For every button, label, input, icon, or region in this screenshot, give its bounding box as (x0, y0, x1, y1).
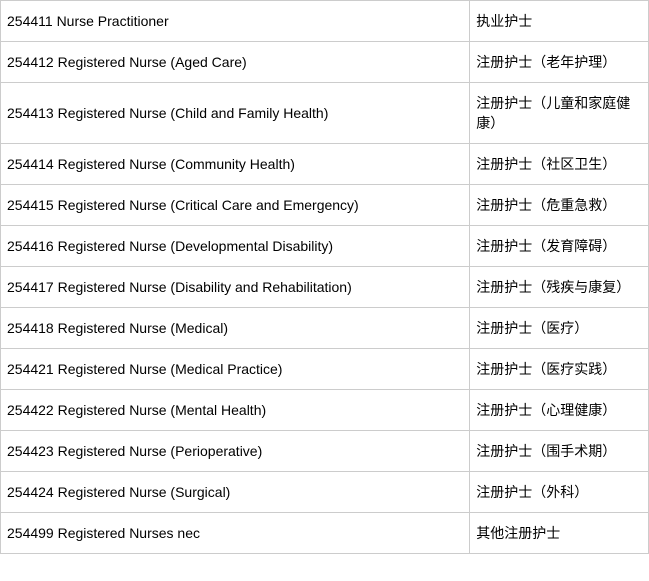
table-row: 254416 Registered Nurse (Developmental D… (1, 226, 649, 267)
occupation-chinese: 注册护士（医疗实践） (470, 349, 649, 390)
occupation-chinese: 注册护士（外科） (470, 472, 649, 513)
occupation-english: 254415 Registered Nurse (Critical Care a… (1, 185, 470, 226)
table-row: 254418 Registered Nurse (Medical)注册护士（医疗… (1, 308, 649, 349)
occupation-english: 254416 Registered Nurse (Developmental D… (1, 226, 470, 267)
occupation-english: 254413 Registered Nurse (Child and Famil… (1, 83, 470, 144)
occupation-chinese: 注册护士（围手术期） (470, 431, 649, 472)
occupation-english: 254417 Registered Nurse (Disability and … (1, 267, 470, 308)
table-row: 254417 Registered Nurse (Disability and … (1, 267, 649, 308)
occupation-table: 254411 Nurse Practitioner执业护士254412 Regi… (0, 0, 649, 554)
occupation-english: 254412 Registered Nurse (Aged Care) (1, 42, 470, 83)
occupation-chinese: 其他注册护士 (470, 513, 649, 554)
table-row: 254423 Registered Nurse (Perioperative)注… (1, 431, 649, 472)
occupation-english: 254418 Registered Nurse (Medical) (1, 308, 470, 349)
occupation-chinese: 执业护士 (470, 1, 649, 42)
occupation-chinese: 注册护士（老年护理） (470, 42, 649, 83)
occupation-chinese: 注册护士（危重急救） (470, 185, 649, 226)
occupation-english: 254424 Registered Nurse (Surgical) (1, 472, 470, 513)
occupation-english: 254414 Registered Nurse (Community Healt… (1, 144, 470, 185)
table-row: 254413 Registered Nurse (Child and Famil… (1, 83, 649, 144)
table-row: 254415 Registered Nurse (Critical Care a… (1, 185, 649, 226)
table-row: 254424 Registered Nurse (Surgical)注册护士（外… (1, 472, 649, 513)
table-row: 254421 Registered Nurse (Medical Practic… (1, 349, 649, 390)
occupation-english: 254411 Nurse Practitioner (1, 1, 470, 42)
occupation-english: 254499 Registered Nurses nec (1, 513, 470, 554)
occupation-chinese: 注册护士（医疗） (470, 308, 649, 349)
occupation-chinese: 注册护士（发育障碍） (470, 226, 649, 267)
occupation-chinese: 注册护士（儿童和家庭健康） (470, 83, 649, 144)
table-row: 254414 Registered Nurse (Community Healt… (1, 144, 649, 185)
occupation-english: 254423 Registered Nurse (Perioperative) (1, 431, 470, 472)
table-row: 254412 Registered Nurse (Aged Care)注册护士（… (1, 42, 649, 83)
occupation-chinese: 注册护士（心理健康） (470, 390, 649, 431)
occupation-chinese: 注册护士（社区卫生） (470, 144, 649, 185)
occupation-english: 254421 Registered Nurse (Medical Practic… (1, 349, 470, 390)
occupation-chinese: 注册护士（残疾与康复） (470, 267, 649, 308)
occupation-english: 254422 Registered Nurse (Mental Health) (1, 390, 470, 431)
table-row: 254499 Registered Nurses nec其他注册护士 (1, 513, 649, 554)
table-row: 254411 Nurse Practitioner执业护士 (1, 1, 649, 42)
table-row: 254422 Registered Nurse (Mental Health)注… (1, 390, 649, 431)
